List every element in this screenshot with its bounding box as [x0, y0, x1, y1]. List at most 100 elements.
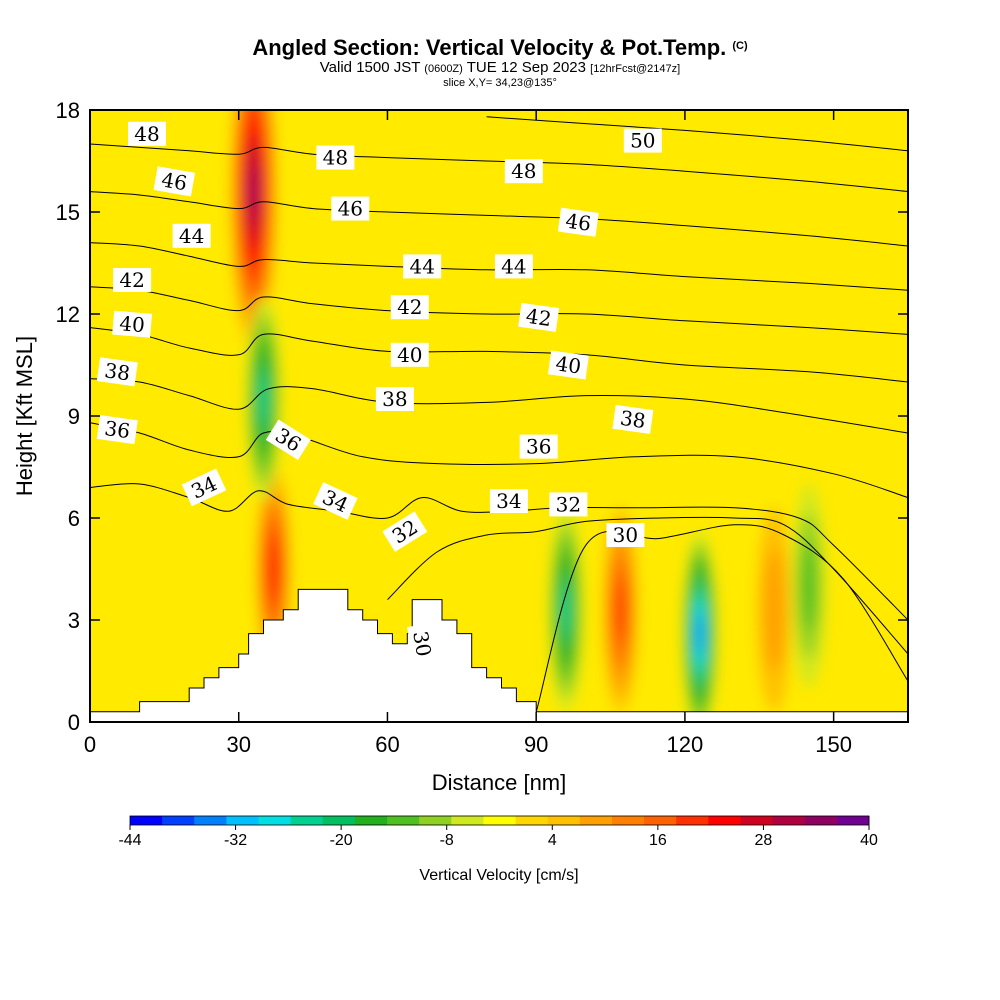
- svg-text:40: 40: [118, 311, 145, 337]
- contour-label-48: 48: [128, 121, 166, 146]
- svg-text:30: 30: [613, 523, 638, 547]
- x-tick-label: 60: [375, 732, 399, 757]
- isentrope-50: [486, 116, 908, 152]
- svg-text:30: 30: [408, 629, 436, 658]
- contour-label-50: 50: [623, 128, 662, 153]
- chart-title-line: Angled Section: Vertical Velocity & Pot.…: [0, 34, 1000, 60]
- contour-label-42: 42: [113, 268, 152, 292]
- downdraft-core: [549, 507, 583, 712]
- downdraft-core: [791, 484, 826, 688]
- contour-label-30: 30: [407, 623, 438, 665]
- isentrope-44: [90, 242, 908, 291]
- contour-label-48: 48: [504, 159, 543, 184]
- svg-text:46: 46: [338, 197, 363, 221]
- colorbar-swatch: [419, 816, 452, 825]
- slice-info: slice X,Y= 34,23@135°: [443, 77, 557, 89]
- colorbar-tick-label: 4: [548, 832, 557, 849]
- colorbar-swatch: [290, 816, 324, 825]
- copyright-mark: (C): [732, 40, 748, 52]
- colorbar-swatch: [130, 816, 163, 825]
- contour-label-44: 44: [494, 254, 533, 279]
- colorbar-swatch: [579, 816, 613, 825]
- contour-label-42: 42: [390, 295, 429, 320]
- contour-label-36: 36: [519, 434, 558, 459]
- colorbar-swatch: [644, 816, 677, 825]
- isentrope-46: [90, 191, 908, 247]
- colorbar-tick-label: 28: [755, 832, 773, 849]
- velocity-field: [231, 110, 826, 722]
- colorbar-tick-label: -44: [118, 832, 141, 849]
- svg-text:48: 48: [323, 146, 348, 170]
- colorbar-swatch: [162, 816, 195, 825]
- y-tick-label: 9: [68, 404, 80, 429]
- svg-text:48: 48: [511, 159, 536, 183]
- svg-text:42: 42: [397, 295, 422, 319]
- contour-label-32: 32: [549, 492, 588, 517]
- contour-label-38: 38: [96, 357, 138, 387]
- svg-text:46: 46: [160, 167, 189, 195]
- svg-text:50: 50: [630, 129, 655, 153]
- svg-text:48: 48: [134, 122, 159, 146]
- y-tick-label: 15: [56, 200, 80, 225]
- downdraft-core: [682, 531, 717, 722]
- chart-subtitle: Valid 1500 JST (0600Z) TUE 12 Sep 2023 […: [0, 60, 1000, 77]
- colorbar-swatch: [676, 816, 709, 825]
- updraft-core: [757, 507, 792, 712]
- valid-date: TUE 12 Sep 2023: [466, 59, 586, 76]
- svg-text:38: 38: [619, 406, 648, 433]
- isentropes: [90, 116, 908, 712]
- contour-label-34: 34: [489, 489, 528, 513]
- colorbar-tick-label: -8: [440, 832, 454, 849]
- contour-label-42: 42: [518, 302, 560, 332]
- contour-label-30: 30: [606, 523, 645, 547]
- colorbar-swatch: [451, 816, 484, 825]
- svg-text:46: 46: [564, 209, 593, 236]
- x-axis-label: Distance [nm]: [432, 770, 567, 795]
- svg-text:36: 36: [103, 416, 132, 443]
- contour-label-44: 44: [172, 223, 211, 248]
- isentrope-34: [90, 483, 908, 621]
- updraft-core: [603, 507, 638, 712]
- colorbar-swatch: [387, 816, 420, 825]
- colorbar-swatch: [515, 816, 549, 825]
- colorbar-swatch: [322, 816, 356, 825]
- contour-label-44: 44: [403, 254, 442, 279]
- svg-text:44: 44: [501, 254, 526, 278]
- colorbar-swatch: [547, 816, 581, 825]
- contour-label-40: 40: [547, 350, 589, 380]
- x-tick-label: 90: [524, 732, 548, 757]
- colorbar-swatch: [258, 816, 292, 825]
- updraft-core: [231, 110, 276, 348]
- isentrope-48: [90, 143, 908, 193]
- svg-text:44: 44: [409, 254, 434, 278]
- colorbar-swatch: [772, 816, 806, 825]
- colorbar-swatch: [708, 816, 741, 825]
- colorbar-tick-label: 16: [649, 832, 667, 849]
- x-tick-label: 120: [667, 732, 704, 757]
- x-axis: 0 30 60 90 120 150: [84, 110, 852, 757]
- colorbar-swatch: [226, 816, 260, 825]
- contour-label-40: 40: [112, 310, 153, 338]
- chart-title: Angled Section: Vertical Velocity & Pot.…: [252, 35, 727, 60]
- terrain-profile: [90, 588, 908, 722]
- x-tick-label: 0: [84, 732, 96, 757]
- title-block: Angled Section: Vertical Velocity & Pot.…: [0, 34, 1000, 90]
- colorbar-frame: [129, 815, 870, 826]
- contour-label-48: 48: [316, 145, 355, 170]
- contour-label-40: 40: [390, 342, 429, 367]
- contour-label-36: 36: [96, 415, 138, 445]
- isentrope-40: [90, 327, 908, 383]
- x-tick-label: 150: [815, 732, 852, 757]
- contour-labels: 4846444240383634363432484644424038444846…: [96, 121, 662, 665]
- svg-text:42: 42: [119, 268, 144, 292]
- colorbar: -44 -32 -20 -8 4 16 28 40: [118, 815, 878, 849]
- colorbar-swatch: [804, 816, 838, 825]
- contour-label-46: 46: [557, 207, 599, 237]
- contour-label-46: 46: [153, 166, 196, 197]
- svg-text:36: 36: [526, 435, 551, 459]
- y-tick-label: 6: [68, 506, 80, 531]
- svg-text:38: 38: [382, 387, 407, 411]
- svg-text:40: 40: [397, 343, 422, 367]
- y-tick-label: 3: [68, 608, 80, 633]
